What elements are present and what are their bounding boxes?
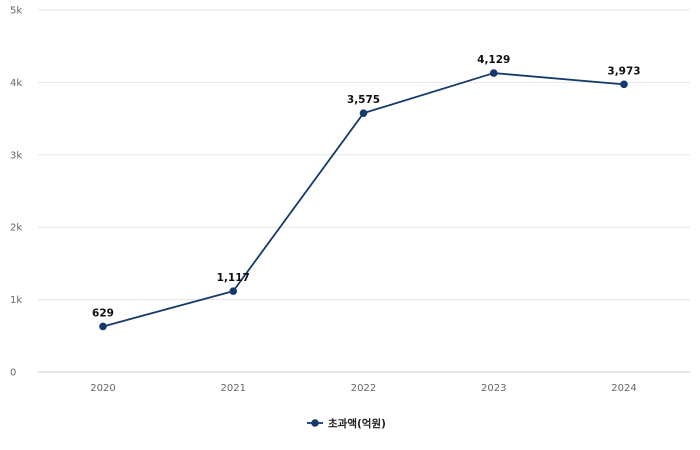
data-label: 1,117	[217, 272, 250, 284]
grid-lines	[38, 9, 690, 373]
y-tick-label: 2k	[10, 223, 22, 234]
data-point	[229, 287, 238, 295]
legend: 초과액(억원)	[307, 417, 386, 430]
x-tick-label: 2024	[611, 383, 636, 394]
y-tick-label: 4k	[10, 78, 22, 89]
data-label: 629	[92, 307, 114, 319]
y-axis-tick-labels: 0 1k 2k 3k 4k 5k	[10, 6, 22, 379]
data-label: 3,575	[347, 94, 380, 106]
x-tick-label: 2023	[481, 383, 506, 394]
data-label: 3,973	[607, 65, 640, 77]
legend-label: 초과액(억원)	[328, 417, 386, 430]
y-tick-label: 3k	[10, 150, 22, 161]
y-tick-label: 5k	[10, 6, 22, 17]
legend-marker-swatch	[311, 419, 319, 427]
x-axis-tick-labels: 2020 2021 2022 2023 2024	[90, 383, 636, 394]
data-point	[620, 80, 628, 89]
data-point	[359, 109, 368, 117]
data-point	[489, 69, 498, 77]
y-tick-label: 1k	[10, 295, 22, 306]
series-layer: 629 1,117 3,575 4,129 3,973	[92, 54, 641, 331]
y-tick-label: 0	[10, 368, 16, 379]
data-label: 4,129	[477, 54, 510, 66]
x-tick-label: 2022	[351, 383, 376, 394]
x-tick-label: 2020	[90, 383, 115, 394]
x-tick-label: 2021	[221, 383, 246, 394]
data-point	[99, 322, 107, 331]
